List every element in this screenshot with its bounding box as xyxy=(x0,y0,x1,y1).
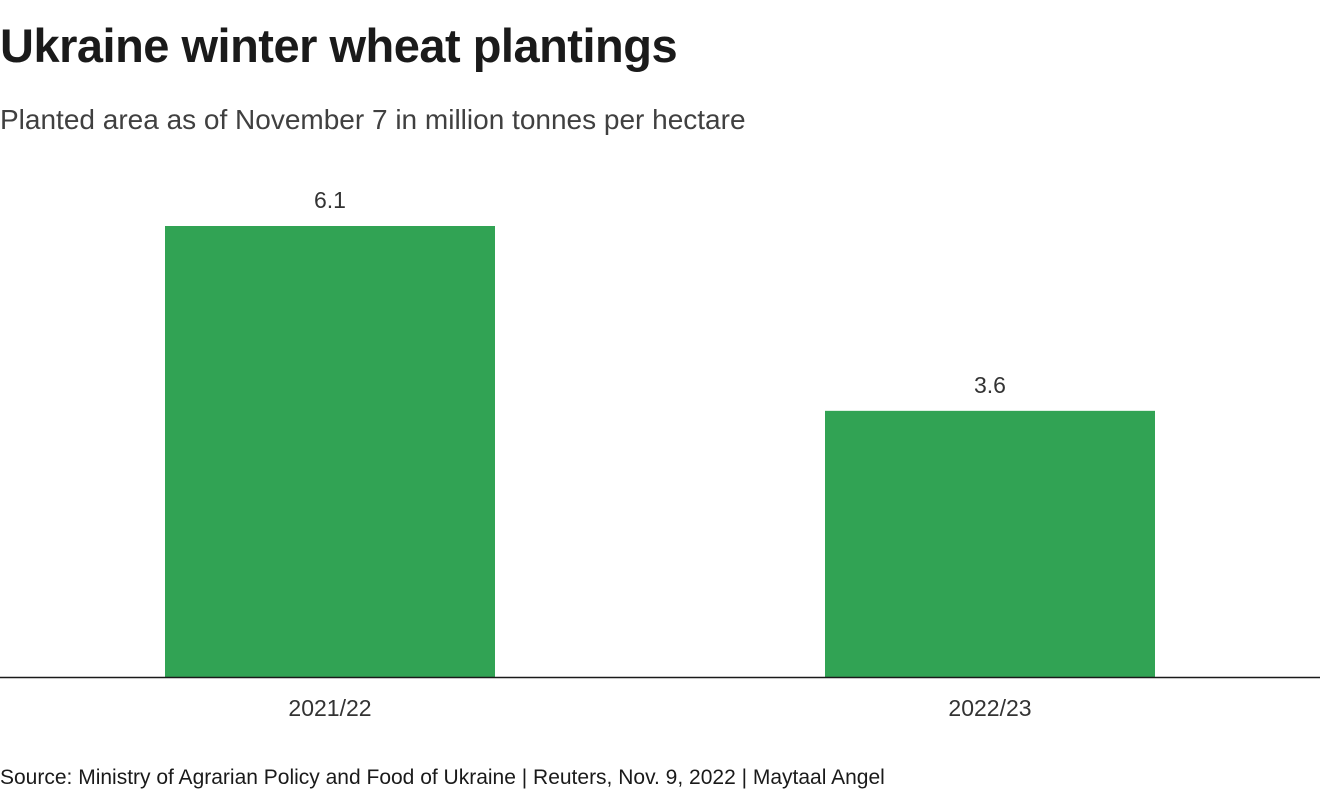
bar-1 xyxy=(165,226,495,677)
bar-chart: 6.1 2021/22 3.6 2022/23 xyxy=(0,187,1320,721)
source-note: Source: Ministry of Agrarian Policy and … xyxy=(0,766,885,789)
x-tick-label: 2021/22 xyxy=(288,695,371,721)
chart-title: Ukraine winter wheat plantings xyxy=(0,19,678,72)
x-tick-label: 2022/23 xyxy=(948,695,1031,721)
bar-value-label: 6.1 xyxy=(314,187,346,213)
bar-2 xyxy=(825,410,1155,677)
bar-value-label: 3.6 xyxy=(974,372,1006,398)
chart-subtitle: Planted area as of November 7 in million… xyxy=(0,104,746,135)
